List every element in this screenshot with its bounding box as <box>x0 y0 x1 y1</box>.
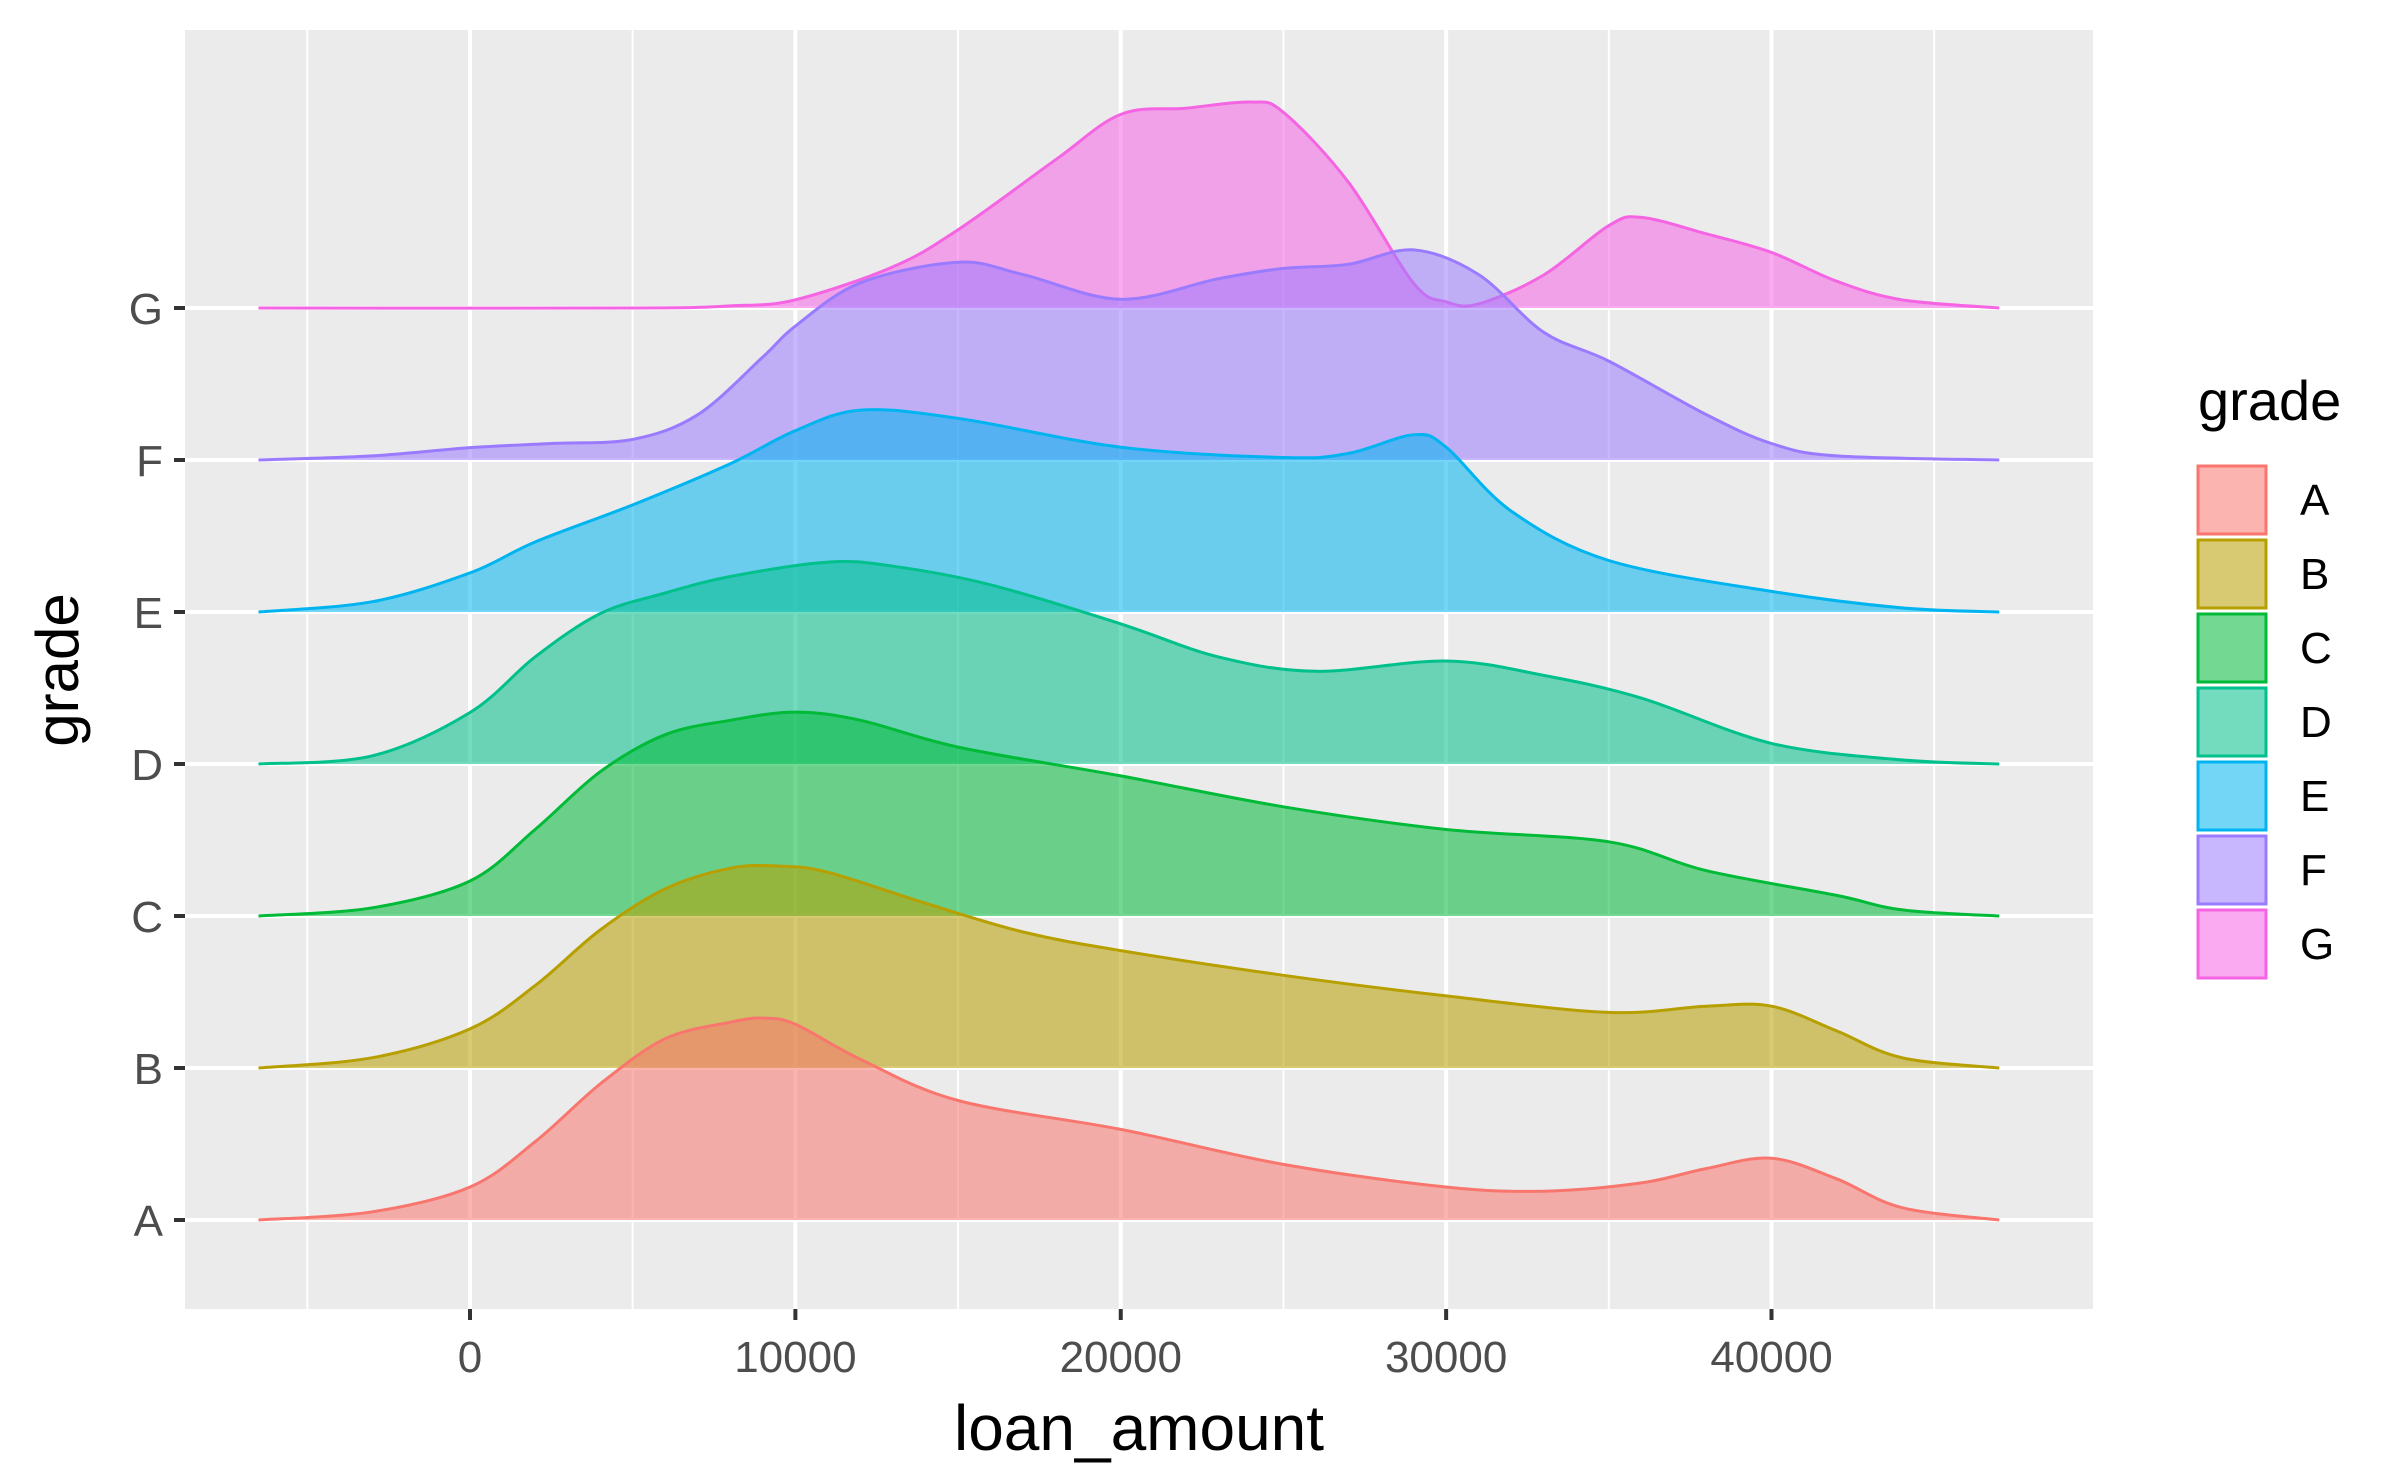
ridge-line-f <box>258 248 2000 462</box>
y-tick-label: D <box>131 741 163 790</box>
legend-title: grade <box>2198 369 2341 432</box>
x-tick-label: 0 <box>458 1333 482 1382</box>
ridge-line-e <box>258 408 2000 614</box>
y-tick-label: G <box>129 285 163 334</box>
y-tick-label: C <box>131 893 163 942</box>
x-axis-title: loan_amount <box>954 1392 1324 1464</box>
legend-key-d <box>2196 686 2268 758</box>
legend-label-a: A <box>2300 476 2330 525</box>
ridge-line-d <box>258 560 2000 766</box>
legend-label-f: F <box>2300 846 2327 895</box>
ridge-area-c <box>258 712 2000 916</box>
y-tick-label: A <box>134 1197 164 1246</box>
legend-key-c <box>2196 612 2268 684</box>
x-tick-label: 40000 <box>1710 1333 1832 1382</box>
legend-key-f <box>2196 834 2268 906</box>
x-axis: 0 10000 20000 30000 40000 <box>458 1309 1833 1382</box>
y-axis: A B C D E F G <box>129 285 185 1246</box>
ridge-line-a <box>258 1016 2000 1222</box>
ridge-area-e <box>258 409 2000 612</box>
legend-label-b: B <box>2300 550 2329 599</box>
y-axis-title: grade <box>24 593 91 746</box>
legend-key-a <box>2196 464 2268 536</box>
legend-label-g: G <box>2300 920 2334 969</box>
ridge-area-g <box>258 101 2000 309</box>
ridge-area-a <box>258 1018 2000 1220</box>
legend-key-g <box>2196 908 2268 980</box>
legend-label-d: D <box>2300 698 2332 747</box>
legend-key-e <box>2196 760 2268 832</box>
legend-label-e: E <box>2300 772 2329 821</box>
ridge-line-b <box>258 863 2000 1070</box>
y-tick-label: E <box>134 589 163 638</box>
ridge-area-d <box>258 561 2000 764</box>
ridge-area-b <box>258 865 2000 1068</box>
ridge-area-f <box>258 249 2000 460</box>
x-tick-label: 30000 <box>1385 1333 1507 1382</box>
ridge-line-g <box>258 100 2000 310</box>
density-ridges <box>258 100 2000 1222</box>
x-tick-label: 10000 <box>734 1333 856 1382</box>
legend-label-c: C <box>2300 624 2332 673</box>
y-tick-label: B <box>134 1045 163 1094</box>
legend-key-b <box>2196 538 2268 610</box>
y-tick-label: F <box>136 437 163 486</box>
ridge-line-c <box>258 710 2000 918</box>
x-tick-label: 20000 <box>1060 1333 1182 1382</box>
